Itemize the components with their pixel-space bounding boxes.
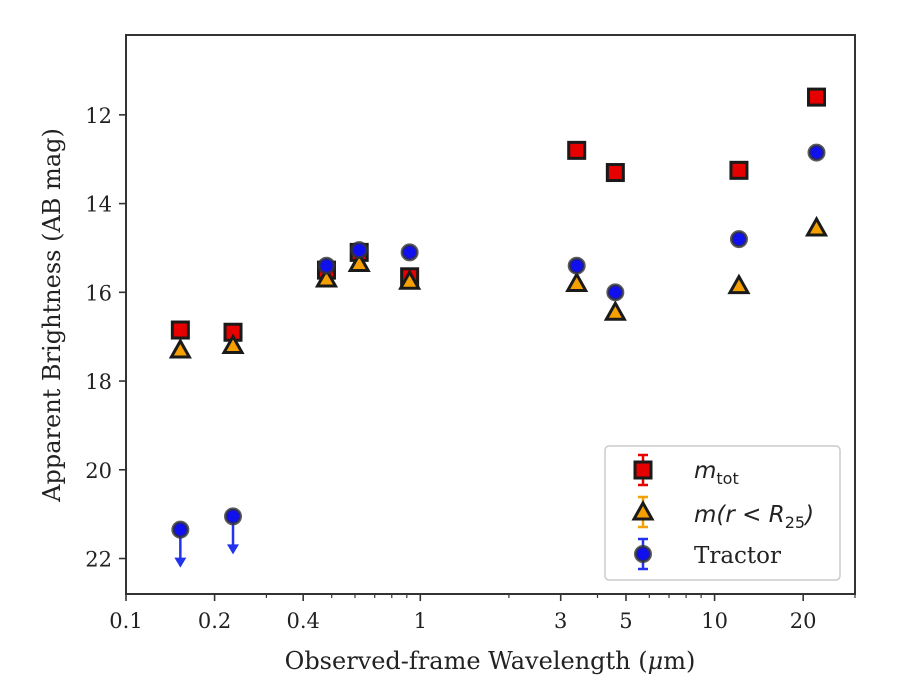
upper-limit-arrowhead-0 [174,557,187,568]
series-tractor [171,143,826,568]
x-tick-label-1: 0.2 [198,609,231,633]
mr25-point-2 [314,266,339,288]
mr25-point-0 [168,337,192,359]
y-tick-label-3: 18 [85,370,112,394]
x-tick-label-2: 0.4 [286,609,319,633]
x-tick-label-4: 3 [554,609,567,633]
mr25-point-5 [565,271,589,292]
tractor-point-4 [400,243,419,262]
mtot-point-8 [807,87,827,107]
legend-entry-mtot: mtot [694,458,739,488]
y-axis-label: Apparent Brightness (AB mag) [38,128,66,503]
y-axis: 12 14 16 18 20 22 [85,104,126,572]
legend: mtot m(r < R25) Tractor [604,445,841,581]
legend-marker-mr25 [631,499,655,521]
mr25-point-6 [603,300,627,321]
mtot-point-6 [605,163,625,183]
mr25-point-7 [727,273,751,295]
x-tick-label-0: 0.1 [109,609,142,633]
x-tick-label-5: 5 [619,609,632,633]
legend-markers [631,453,655,571]
tractor-point-6 [606,283,625,302]
y-tick-label-2: 16 [85,281,112,305]
x-axis: 0.1 0.2 0.4 1 3 5 10 20 [109,594,856,633]
legend-box [604,445,841,581]
legend-marker-mtot [633,460,653,480]
plot-frame [125,34,856,595]
y-tick-label-0: 12 [85,104,112,128]
plot-layer [168,87,829,568]
upper-limit-arrowhead-1 [227,544,240,555]
tractor-point-8 [807,143,826,162]
y-tick-label-4: 20 [85,459,112,483]
mtot-point-0 [170,320,190,340]
tractor-point-5 [567,256,586,275]
mr25-point-3 [347,251,371,272]
tractor-point-7 [729,230,748,249]
tractor-point-2 [317,256,336,275]
mr25-point-4 [398,269,422,290]
x-tick-label-7: 20 [790,609,817,633]
x-axis-label: Observed-frame Wavelength (μm) [285,647,696,675]
mtot-point-5 [567,140,587,160]
x-tick-label-6: 10 [701,609,728,633]
tractor-point-3 [350,241,369,260]
tractor-point-1 [224,507,243,526]
legend-entry-tractor: Tractor [694,543,781,569]
legend-marker-tractor [634,545,652,563]
y-tick-label-5: 22 [85,548,112,572]
x-tick-label-3: 1 [414,609,427,633]
x-axis-label-mu: μ [648,647,664,675]
series-mtot [170,87,827,342]
legend-entry-mr25: m(r < R25) [694,502,814,532]
mtot-point-7 [729,160,749,180]
mr25-point-1 [221,333,245,355]
mr25-point-8 [804,215,829,237]
series-mr25 [168,215,829,359]
y-tick-label-1: 14 [85,193,112,217]
tractor-point-0 [171,520,190,539]
